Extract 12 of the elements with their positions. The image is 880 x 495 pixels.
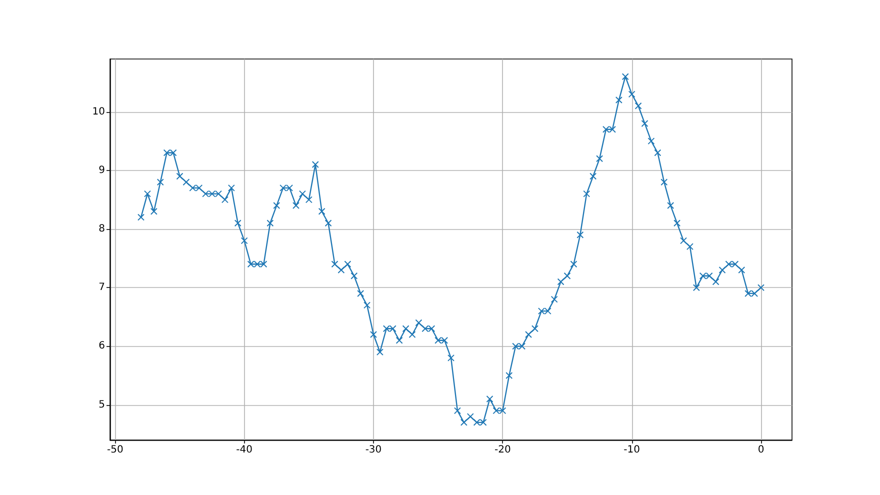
- x-tick-label: -10: [624, 444, 640, 456]
- x-tick-label: 0: [758, 444, 764, 456]
- y-tick-label: 6: [98, 340, 105, 352]
- x-tick-label: -20: [494, 444, 511, 456]
- x-tick-label: -50: [106, 444, 124, 456]
- y-tick-label: 8: [98, 223, 105, 234]
- y-tick-label: 10: [92, 106, 105, 118]
- x-tick-label: -40: [236, 444, 253, 456]
- x-tick-label: -30: [365, 444, 382, 456]
- y-tick-label: 7: [98, 282, 105, 294]
- y-tick-label: 5: [98, 399, 105, 410]
- y-tick-label: 9: [98, 164, 105, 176]
